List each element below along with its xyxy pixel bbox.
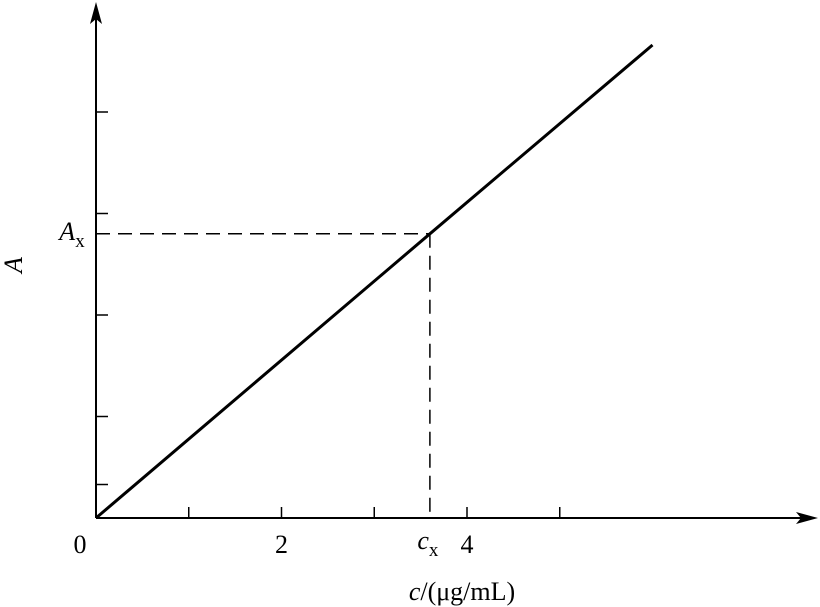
x-tick-label: 4 — [461, 530, 474, 559]
cx-label-sub: x — [429, 540, 439, 561]
cx-label: cx — [417, 526, 439, 561]
y-axis-label: A — [0, 257, 28, 275]
ax-label: Ax — [57, 217, 85, 252]
x-arrow — [796, 512, 818, 524]
y-arrow — [90, 2, 102, 24]
ax-label-main: A — [57, 217, 75, 246]
x-tick-label: 2 — [275, 530, 288, 559]
line — [95, 43, 654, 520]
cx-label-main: c — [417, 526, 429, 555]
x-label-var: c — [409, 577, 421, 606]
x-label-unit: /(μg/mL) — [420, 577, 515, 606]
x-tick-label: 0 — [74, 530, 87, 559]
ax-label-sub: x — [75, 231, 85, 252]
x-axis-label: c/(μg/mL) — [409, 577, 515, 606]
